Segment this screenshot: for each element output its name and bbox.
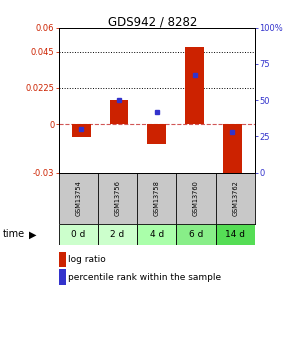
Text: time: time [3,229,25,239]
Text: 4 d: 4 d [150,230,164,239]
Bar [72,124,91,137]
Text: GDS942 / 8282: GDS942 / 8282 [108,16,197,29]
Bar [137,224,176,245]
Text: GSM13758: GSM13758 [154,180,160,216]
Text: GSM13754: GSM13754 [75,180,81,216]
Text: ▶: ▶ [29,229,37,239]
Bar [110,100,128,124]
Bar [223,124,242,177]
Text: 2 d: 2 d [110,230,125,239]
Text: log ratio: log ratio [68,255,106,264]
Text: percentile rank within the sample: percentile rank within the sample [68,273,221,282]
Bar [98,224,137,245]
Text: 0 d: 0 d [71,230,86,239]
Text: 6 d: 6 d [189,230,203,239]
Bar [147,124,166,144]
Text: GSM13762: GSM13762 [232,180,238,216]
Text: GSM13760: GSM13760 [193,180,199,216]
Bar [185,47,204,124]
Bar [59,224,98,245]
Bar [176,224,216,245]
Text: 14 d: 14 d [225,230,245,239]
Bar [216,224,255,245]
Text: GSM13756: GSM13756 [115,180,120,216]
